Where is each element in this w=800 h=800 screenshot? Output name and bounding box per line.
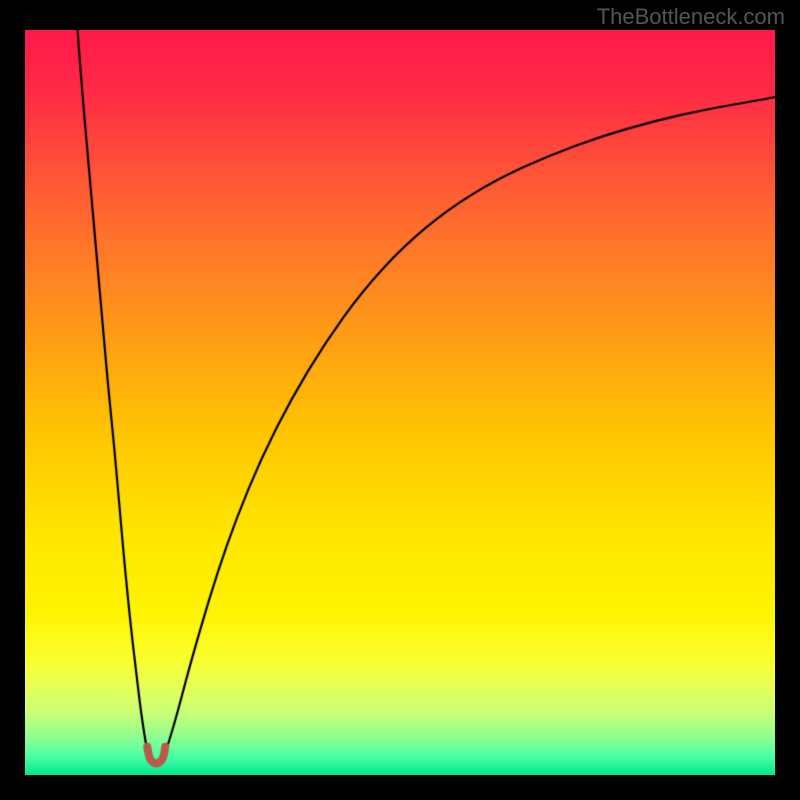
- plot-canvas: [25, 30, 775, 775]
- plot-area: [25, 30, 775, 775]
- chart-stage: TheBottleneck.com: [0, 0, 800, 800]
- watermark-text: TheBottleneck.com: [597, 4, 785, 30]
